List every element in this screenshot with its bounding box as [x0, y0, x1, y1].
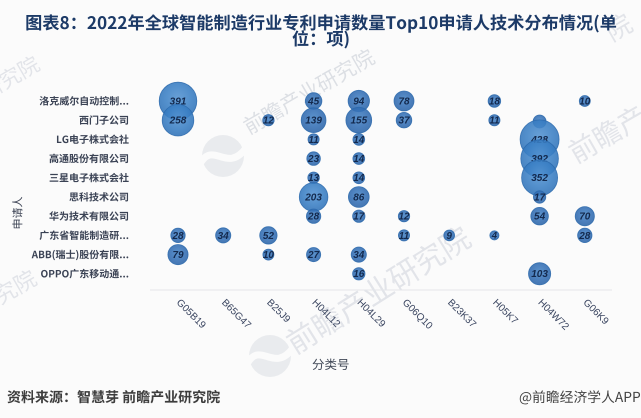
svg-text:34: 34: [218, 231, 230, 242]
svg-text:45: 45: [307, 96, 320, 107]
svg-text:23: 23: [307, 154, 320, 165]
svg-text:12: 12: [263, 116, 275, 127]
svg-text:14: 14: [353, 135, 365, 146]
svg-text:10: 10: [579, 96, 591, 107]
svg-text:258: 258: [169, 116, 187, 127]
svg-text:203: 203: [304, 192, 322, 203]
svg-text:79: 79: [172, 250, 184, 261]
svg-text:352: 352: [531, 173, 548, 184]
svg-text:14: 14: [353, 154, 365, 165]
svg-text:54: 54: [534, 212, 546, 223]
svg-text:103: 103: [531, 269, 548, 280]
svg-text:12: 12: [398, 212, 410, 223]
svg-text:17: 17: [353, 212, 365, 223]
svg-text:70: 70: [579, 212, 591, 223]
svg-text:14: 14: [353, 173, 365, 184]
svg-text:86: 86: [353, 192, 365, 203]
svg-text:28: 28: [171, 231, 184, 242]
svg-text:94: 94: [353, 96, 365, 107]
svg-text:10: 10: [263, 250, 275, 261]
svg-text:18: 18: [489, 96, 501, 107]
svg-text:391: 391: [170, 96, 187, 107]
svg-text:139: 139: [305, 116, 322, 127]
svg-text:11: 11: [489, 116, 500, 127]
svg-text:11: 11: [399, 231, 410, 242]
svg-text:155: 155: [350, 116, 367, 127]
svg-text:28: 28: [307, 212, 320, 223]
svg-text:17: 17: [534, 192, 546, 203]
svg-text:4: 4: [491, 231, 498, 242]
svg-text:13: 13: [308, 173, 320, 184]
svg-text:34: 34: [353, 250, 365, 261]
svg-text:27: 27: [307, 250, 320, 261]
svg-text:16: 16: [353, 269, 365, 280]
svg-text:52: 52: [263, 231, 275, 242]
svg-text:37: 37: [398, 116, 410, 127]
svg-text:28: 28: [578, 231, 591, 242]
svg-text:78: 78: [398, 96, 410, 107]
svg-text:11: 11: [308, 135, 319, 146]
svg-text:9: 9: [446, 231, 452, 242]
